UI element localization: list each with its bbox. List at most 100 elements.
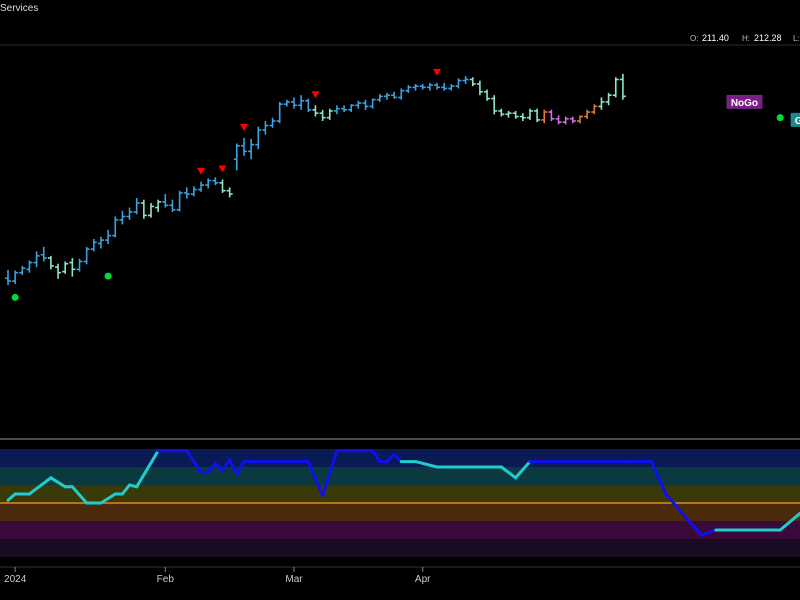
price-bar xyxy=(190,186,197,197)
price-bar xyxy=(455,78,462,89)
ohlc-readout: O: 211.40 H: 212.28 L: xyxy=(690,33,800,43)
price-bar xyxy=(405,85,412,93)
oscillator-segment xyxy=(49,476,67,489)
price-bar xyxy=(255,126,262,150)
ohlc-high-label: H: xyxy=(742,34,750,43)
price-bar xyxy=(541,109,548,124)
oscillator-segment xyxy=(499,465,518,480)
price-bar xyxy=(12,270,19,284)
price-bar xyxy=(605,92,612,106)
ohlc-open-label: O: xyxy=(690,34,698,43)
x-tick-label: 2024 xyxy=(4,574,27,585)
x-axis-ticks: 2024 Feb Mar Apr xyxy=(4,567,431,585)
price-bar xyxy=(598,97,605,110)
price-bar xyxy=(47,255,54,270)
oscillator-segment xyxy=(27,476,53,496)
price-bar xyxy=(133,197,140,215)
price-bar xyxy=(512,110,519,119)
price-bar xyxy=(562,116,569,125)
price-bar xyxy=(112,216,119,238)
dot-marker xyxy=(776,114,784,122)
price-bar xyxy=(319,109,326,122)
price-bar xyxy=(577,115,583,124)
oscillator-band-5 xyxy=(0,539,800,557)
oscillator-segment xyxy=(414,460,439,469)
oscillator-segment xyxy=(228,458,239,476)
price-bar xyxy=(312,105,319,117)
price-bar xyxy=(240,137,247,156)
oscillator-segment xyxy=(685,517,704,537)
oscillator-segment xyxy=(206,461,217,474)
price-bar xyxy=(62,261,69,274)
oscillator-band-0 xyxy=(0,449,800,467)
price-bar xyxy=(591,104,598,115)
oscillator-segment xyxy=(514,460,532,480)
x-tick: Mar xyxy=(285,567,303,585)
x-tick-label: Feb xyxy=(157,574,175,585)
price-bar xyxy=(5,269,11,286)
price-bar xyxy=(505,110,512,118)
down-marker xyxy=(311,91,320,99)
price-bar xyxy=(555,115,562,125)
price-bar xyxy=(183,187,190,199)
price-bar xyxy=(491,95,498,115)
x-tick: Apr xyxy=(415,567,431,585)
price-bar xyxy=(305,98,312,113)
price-bar xyxy=(140,199,147,219)
price-bar xyxy=(55,263,62,279)
price-bar xyxy=(19,265,26,275)
ohlc-high-value: 212.28 xyxy=(754,33,782,43)
oscillator-segment xyxy=(221,458,232,473)
price-bar xyxy=(26,260,33,273)
down-marker xyxy=(218,165,227,173)
oscillator-segment xyxy=(306,460,325,498)
signal-label-text: Go xyxy=(795,116,800,127)
price-bar xyxy=(498,108,505,117)
signal-labels: NoGo Go xyxy=(726,94,800,127)
price-bar xyxy=(526,108,533,120)
price-bar xyxy=(619,73,626,100)
oscillator-bands xyxy=(0,449,800,557)
price-bar xyxy=(376,94,383,102)
oscillator-segment xyxy=(6,492,17,502)
price-bar xyxy=(105,230,112,245)
price-bar xyxy=(348,104,355,113)
price-bar xyxy=(469,77,476,87)
price-bar xyxy=(126,207,133,220)
oscillator-segment xyxy=(213,461,224,473)
price-bar xyxy=(484,89,491,101)
x-tick: 2024 xyxy=(4,567,27,585)
price-bar xyxy=(219,179,226,193)
price-bar xyxy=(476,80,483,96)
oscillator-line xyxy=(6,449,800,537)
down-marker xyxy=(433,68,441,76)
price-bar xyxy=(283,99,290,107)
price-bar xyxy=(612,77,619,98)
ohlc-low-label: L: xyxy=(793,34,800,43)
price-bar xyxy=(69,258,76,277)
price-bar xyxy=(355,100,362,109)
price-bar xyxy=(383,92,390,100)
dot-marker xyxy=(11,293,19,301)
price-bar xyxy=(97,236,104,249)
oscillator-segment xyxy=(650,460,668,496)
ohlc-open-value: 211.40 xyxy=(702,33,729,43)
price-bar xyxy=(155,199,162,213)
price-bar xyxy=(90,239,97,252)
oscillator-segment xyxy=(778,511,800,532)
price-bars xyxy=(5,73,626,286)
price-bar xyxy=(169,199,176,213)
oscillator-segment xyxy=(392,452,403,464)
oscillator-band-3 xyxy=(0,503,800,521)
oscillator-segment xyxy=(321,449,339,498)
price-bar xyxy=(584,109,591,119)
price-bar xyxy=(569,116,576,124)
oscillator-segment xyxy=(235,460,246,476)
price-bar xyxy=(148,203,154,218)
oscillator-segment xyxy=(371,449,382,464)
price-bar xyxy=(326,108,333,120)
signal-label: NoGo xyxy=(726,94,763,109)
x-tick-label: Apr xyxy=(415,574,431,585)
price-bar xyxy=(291,97,297,109)
